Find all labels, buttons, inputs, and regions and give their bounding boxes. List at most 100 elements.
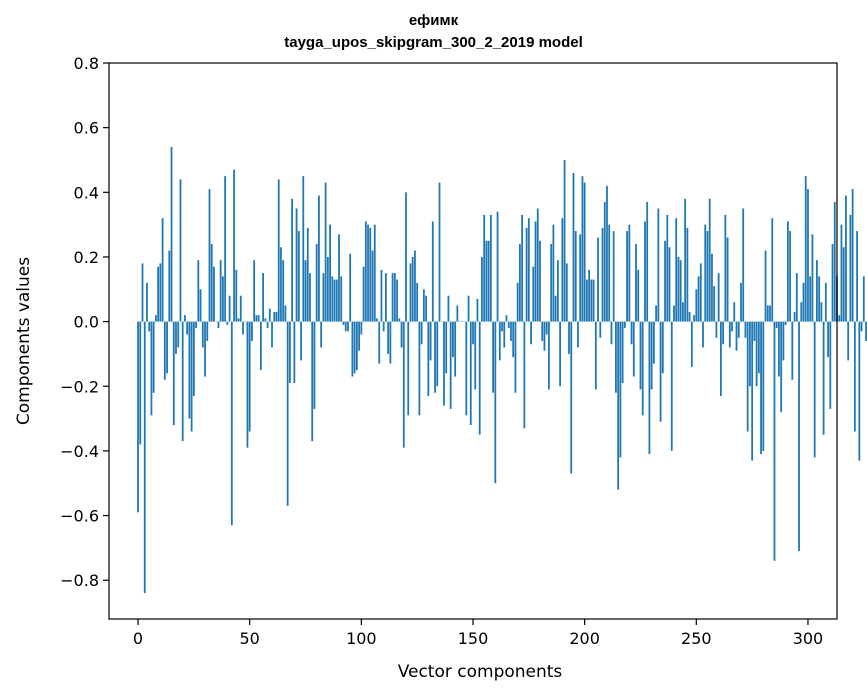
- bar-component-43: [233, 169, 235, 322]
- bar-component-173: [523, 321, 526, 429]
- bar-component-212: [610, 321, 613, 345]
- bar-component-255: [706, 231, 709, 322]
- bar-component-196: [574, 231, 577, 322]
- bars-group: [137, 147, 867, 594]
- bar-component-198: [579, 234, 582, 322]
- bar-component-88: [333, 279, 336, 322]
- bar-component-184: [548, 321, 550, 390]
- bar-component-13: [166, 321, 168, 374]
- bar-component-118: [400, 321, 403, 348]
- bar-component-222: [632, 321, 635, 377]
- bar-component-287: [778, 321, 780, 377]
- bar-component-318: [847, 321, 850, 361]
- bar-component-230: [650, 321, 653, 390]
- bar-component-140: [449, 321, 452, 409]
- bar-component-231: [652, 321, 655, 364]
- bar-component-290: [784, 321, 787, 325]
- bar-component-91: [340, 276, 343, 322]
- bar-component-216: [619, 321, 622, 458]
- bar-component-58: [266, 321, 269, 329]
- bar-component-47: [242, 321, 244, 335]
- bar-component-82: [320, 321, 323, 348]
- bar-component-130: [427, 321, 430, 396]
- bar-component-137: [443, 321, 445, 406]
- bar-component-18: [177, 321, 180, 348]
- bar-component-194: [570, 321, 573, 474]
- bar-component-135: [438, 182, 441, 322]
- bar-component-174: [525, 227, 528, 322]
- chart-title-line-1: ефимк: [408, 12, 459, 29]
- bar-component-70: [293, 321, 296, 384]
- bar-component-63: [277, 179, 280, 322]
- bar-component-120: [405, 192, 407, 322]
- bar-component-182: [543, 321, 546, 351]
- bar-component-71: [295, 208, 298, 322]
- x-axis-label: Vector components: [398, 662, 563, 682]
- bar-component-126: [418, 321, 421, 416]
- bar-component-123: [411, 256, 414, 322]
- bar-component-29: [201, 321, 204, 348]
- bar-component-181: [541, 321, 544, 341]
- bar-component-92: [342, 321, 345, 325]
- bar-component-308: [824, 282, 827, 322]
- bar-component-108: [378, 321, 381, 364]
- bar-component-14: [168, 250, 171, 322]
- bar-component-114: [391, 273, 394, 322]
- bar-component-7: [152, 321, 155, 393]
- bar-component-238: [668, 247, 671, 322]
- bar-component-56: [262, 273, 264, 322]
- bar-component-65: [282, 260, 285, 322]
- bar-component-166: [507, 321, 510, 329]
- bar-component-326: [865, 321, 867, 341]
- bar-component-113: [389, 321, 392, 364]
- bar-component-33: [210, 244, 213, 322]
- bar-component-209: [603, 202, 606, 322]
- bar-component-268: [735, 321, 738, 351]
- bar-component-40: [226, 321, 229, 325]
- bar-component-260: [717, 273, 720, 322]
- bar-component-25: [192, 321, 195, 396]
- bar-component-200: [583, 182, 586, 322]
- bar-component-103: [367, 224, 369, 322]
- bar-component-171: [519, 244, 521, 322]
- bar-component-45: [237, 318, 240, 322]
- bar-component-324: [860, 321, 863, 332]
- bar-component-185: [550, 244, 553, 322]
- bar-component-19: [179, 179, 182, 322]
- bar-component-170: [516, 282, 519, 322]
- bar-component-299: [804, 176, 807, 322]
- bar-component-201: [586, 279, 588, 322]
- bar-component-105: [371, 250, 374, 322]
- bar-component-284: [771, 218, 774, 322]
- bar-component-8: [155, 315, 157, 322]
- bar-component-188: [556, 260, 559, 322]
- bar-component-129: [425, 295, 427, 322]
- bar-component-131: [429, 321, 432, 361]
- bar-component-62: [275, 311, 278, 322]
- bar-component-304: [816, 260, 818, 322]
- bar-component-305: [818, 276, 821, 322]
- bar-component-77: [309, 273, 311, 322]
- bar-component-138: [445, 321, 448, 374]
- bar-component-39: [224, 176, 227, 322]
- bar-component-279: [760, 321, 762, 455]
- bar-component-325: [862, 276, 865, 322]
- bar-component-298: [802, 282, 805, 322]
- bar-component-21: [184, 315, 186, 322]
- bar-component-254: [704, 224, 707, 322]
- bar-component-84: [324, 182, 327, 322]
- bar-component-186: [552, 224, 555, 322]
- bar-component-44: [235, 269, 238, 322]
- x-tick-label: 150: [458, 629, 489, 648]
- bar-component-266: [731, 321, 733, 332]
- bar-component-163: [501, 321, 503, 332]
- bar-component-52: [253, 260, 256, 322]
- bar-component-76: [306, 227, 309, 322]
- bar-component-110: [382, 321, 385, 332]
- bar-component-283: [769, 305, 771, 322]
- bar-component-5: [148, 321, 151, 332]
- bar-component-142: [454, 321, 457, 377]
- bar-component-264: [726, 237, 729, 322]
- y-axis-label: Components values: [14, 257, 34, 425]
